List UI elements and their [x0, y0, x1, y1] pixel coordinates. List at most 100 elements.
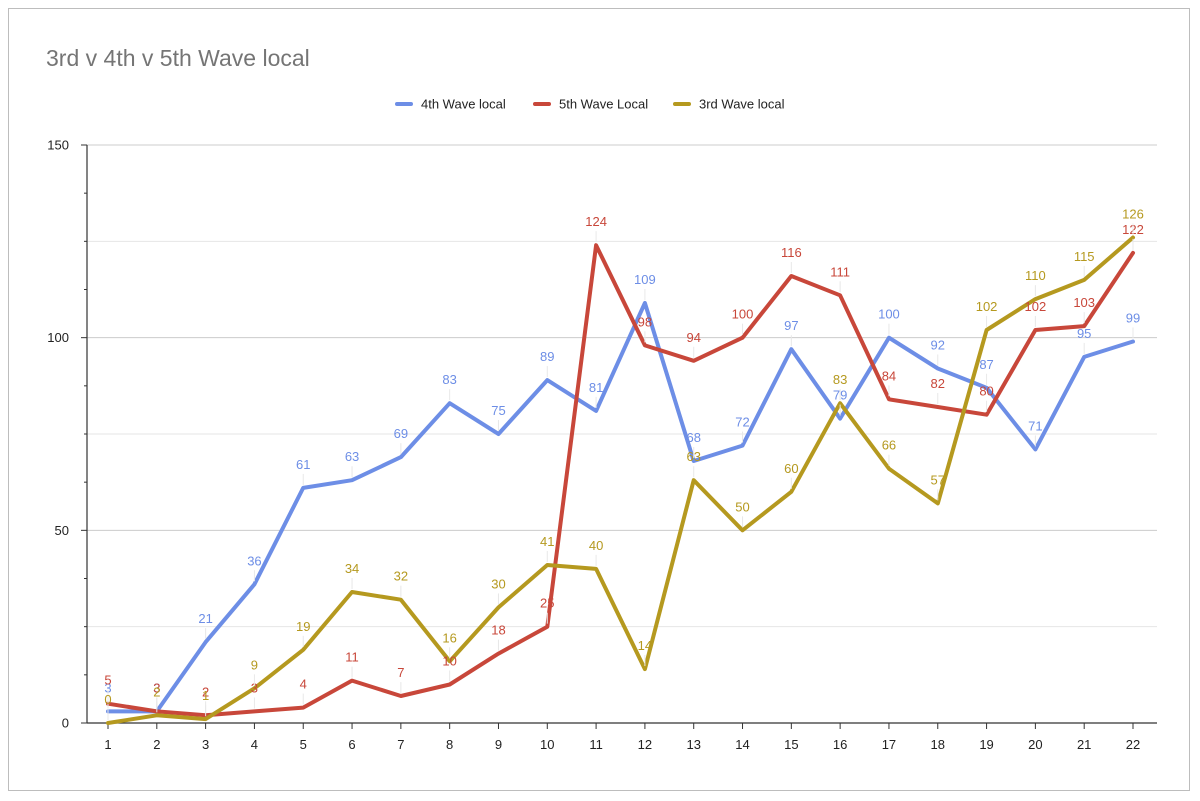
x-tick-label: 20 [1028, 737, 1042, 752]
data-label-series-3: 63 [686, 449, 700, 464]
data-label-series-1: 92 [931, 337, 945, 352]
data-label-series-1: 89 [540, 349, 554, 364]
data-label-series-2: 25 [540, 596, 554, 611]
data-label-series-2: 3 [251, 680, 258, 695]
series-line-2 [106, 243, 1135, 718]
data-label-series-2: 2 [202, 684, 209, 699]
y-tick-label: 0 [62, 716, 69, 731]
data-label-series-1: 100 [878, 307, 900, 322]
data-label-series-2: 82 [931, 376, 945, 391]
x-tick-label: 4 [251, 737, 258, 752]
data-label-series-1: 3 [104, 680, 111, 695]
legend-label-2[interactable]: 5th Wave Local [559, 97, 648, 112]
data-label-series-3: 16 [442, 630, 456, 645]
x-tick-label: 3 [202, 737, 209, 752]
data-label-series-1: 83 [442, 372, 456, 387]
data-label-series-2: 124 [585, 214, 607, 229]
data-label-series-3: 102 [976, 299, 998, 314]
x-tick-label: 1 [104, 737, 111, 752]
x-tick-label: 12 [638, 737, 652, 752]
data-label-series-3: 0 [104, 692, 111, 707]
data-label-series-3: 34 [345, 561, 359, 576]
data-label-series-2: 7 [397, 665, 404, 680]
data-label-series-1: 63 [345, 449, 359, 464]
x-tick-label: 15 [784, 737, 798, 752]
data-label-series-2: 102 [1025, 299, 1047, 314]
data-label-series-3: 2 [153, 684, 160, 699]
data-label-series-2: 103 [1073, 295, 1095, 310]
x-tick-label: 13 [686, 737, 700, 752]
data-label-series-2: 94 [686, 330, 700, 345]
data-label-series-2: 111 [830, 264, 850, 279]
data-label-series-1: 36 [247, 553, 261, 568]
data-label-series-3: 9 [251, 657, 258, 672]
x-tick-label: 22 [1126, 737, 1140, 752]
data-label-series-1: 81 [589, 380, 603, 395]
data-label-series-3: 41 [540, 534, 554, 549]
y-tick-label: 150 [47, 138, 69, 153]
x-tick-label: 14 [735, 737, 749, 752]
data-label-series-3: 50 [735, 499, 749, 514]
y-tick-label: 100 [47, 330, 69, 345]
data-label-series-2: 10 [442, 653, 456, 668]
x-tick-label: 16 [833, 737, 847, 752]
data-label-series-1: 95 [1077, 326, 1091, 341]
data-label-series-1: 3 [153, 680, 160, 695]
chart-frame [8, 8, 1190, 791]
data-label-series-2: 98 [638, 314, 652, 329]
data-label-series-3: 126 [1122, 206, 1144, 221]
data-labels: 3 321366163698375898110968729779100928771… [104, 206, 1144, 720]
data-label-series-1: 99 [1126, 311, 1140, 326]
data-label-series-1: 61 [296, 457, 310, 472]
data-label-series-3: 14 [638, 638, 652, 653]
data-label-series-1: 21 [198, 611, 212, 626]
data-label-series-2: 84 [882, 368, 896, 383]
x-tick-label: 7 [397, 737, 404, 752]
x-tick-label: 5 [300, 737, 307, 752]
x-tick-label: 17 [882, 737, 896, 752]
y-tick-label: 50 [55, 523, 69, 538]
data-label-series-1: 75 [491, 403, 505, 418]
data-label-series-1: 72 [735, 415, 749, 430]
data-label-series-3: 115 [1074, 249, 1095, 264]
legend[interactable]: 4th Wave local 5th Wave Local 3rd Wave loc… [395, 97, 785, 112]
grid-lines [87, 144, 1157, 628]
legend-label-1[interactable]: 4th Wave local [421, 97, 506, 112]
data-label-series-2: 5 [104, 673, 111, 688]
x-tick-label: 6 [348, 737, 355, 752]
x-tick-label: 18 [931, 737, 945, 752]
x-tick-label: 21 [1077, 737, 1091, 752]
data-label-series-1: 97 [784, 318, 798, 333]
legend-label-3[interactable]: 3rd Wave local [699, 97, 785, 112]
data-label-series-3: 66 [882, 438, 896, 453]
data-label-series-2: 4 [300, 677, 307, 692]
data-label-series-2: 100 [732, 307, 754, 322]
x-tick-label: 19 [979, 737, 993, 752]
data-label-series-2: 116 [781, 245, 802, 260]
x-tick-label: 9 [495, 737, 502, 752]
x-tick-label: 10 [540, 737, 554, 752]
data-label-series-3: 19 [296, 619, 310, 634]
data-label-series-3: 110 [1025, 268, 1046, 283]
data-label-series-2: 18 [491, 623, 505, 638]
data-label-series-3: 30 [491, 576, 505, 591]
data-label-series-1: 71 [1028, 418, 1042, 433]
data-label-series-3: 57 [931, 472, 945, 487]
x-tick-label: 2 [153, 737, 160, 752]
chart-title: 3rd v 4th v 5th Wave local [46, 45, 310, 71]
data-label-series-3: 1 [202, 688, 209, 703]
data-label-series-3: 32 [394, 569, 408, 584]
data-label-series-2: 3 [153, 680, 160, 695]
x-tick-label: 11 [589, 737, 603, 752]
data-label-series-1: 69 [394, 426, 408, 441]
series-lines [106, 235, 1135, 725]
data-label-series-1: 109 [634, 272, 656, 287]
series-line-3 [106, 235, 1135, 725]
data-label-series-1: 68 [686, 430, 700, 445]
x-tick-label: 8 [446, 737, 453, 752]
data-label-series-3: 83 [833, 372, 847, 387]
series-line-1 [106, 301, 1135, 714]
data-label-series-3: 60 [784, 461, 798, 476]
